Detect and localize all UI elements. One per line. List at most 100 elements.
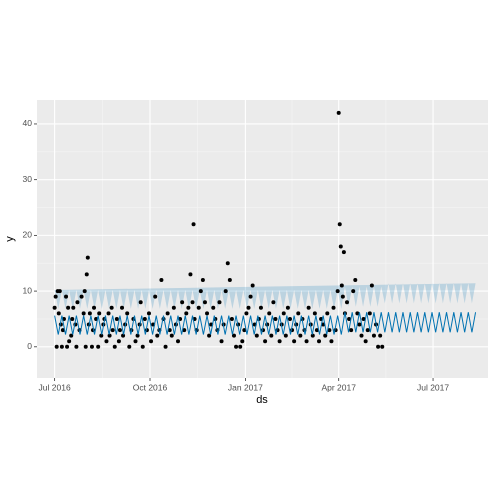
data-point bbox=[54, 344, 59, 349]
data-point bbox=[190, 300, 195, 305]
data-point bbox=[277, 339, 282, 344]
data-point bbox=[196, 305, 201, 310]
data-point bbox=[69, 333, 74, 338]
data-point bbox=[99, 333, 104, 338]
data-point bbox=[344, 300, 349, 305]
data-point bbox=[87, 311, 92, 316]
data-point bbox=[53, 294, 58, 299]
data-point bbox=[97, 311, 102, 316]
forecast-line bbox=[54, 312, 477, 335]
data-point bbox=[335, 289, 340, 294]
data-point bbox=[127, 344, 132, 349]
data-point bbox=[271, 300, 276, 305]
data-point bbox=[66, 305, 71, 310]
data-point bbox=[312, 311, 317, 316]
data-point bbox=[96, 344, 101, 349]
data-point bbox=[167, 328, 172, 333]
data-point bbox=[321, 322, 326, 327]
y-axis-title: y bbox=[4, 236, 16, 242]
data-point bbox=[254, 333, 259, 338]
data-point bbox=[56, 311, 61, 316]
data-point bbox=[155, 333, 160, 338]
data-point bbox=[133, 339, 138, 344]
data-point bbox=[269, 333, 274, 338]
data-point bbox=[104, 339, 109, 344]
y-tick-label: 0 bbox=[27, 341, 32, 351]
data-point bbox=[188, 272, 193, 277]
data-point bbox=[112, 344, 117, 349]
data-point bbox=[306, 305, 311, 310]
data-point bbox=[369, 283, 374, 288]
data-point bbox=[357, 322, 362, 327]
data-point bbox=[138, 300, 143, 305]
data-point bbox=[153, 294, 158, 299]
data-point bbox=[361, 316, 366, 321]
x-tick-label: Jan 2017 bbox=[228, 382, 263, 392]
data-point bbox=[65, 344, 70, 349]
plot-panel bbox=[37, 100, 488, 378]
data-point bbox=[258, 305, 263, 310]
data-point bbox=[146, 311, 151, 316]
data-point bbox=[198, 289, 203, 294]
data-point bbox=[234, 344, 239, 349]
data-point bbox=[331, 305, 336, 310]
data-point bbox=[59, 344, 64, 349]
data-point bbox=[285, 305, 290, 310]
data-point bbox=[238, 344, 243, 349]
data-point bbox=[57, 289, 62, 294]
data-point bbox=[347, 316, 352, 321]
data-point bbox=[283, 333, 288, 338]
data-point bbox=[74, 344, 79, 349]
data-point bbox=[355, 311, 360, 316]
data-point bbox=[125, 311, 130, 316]
data-point bbox=[351, 289, 356, 294]
data-point bbox=[376, 344, 381, 349]
data-point bbox=[296, 311, 301, 316]
data-point bbox=[248, 294, 253, 299]
data-point bbox=[339, 283, 344, 288]
data-point bbox=[89, 344, 94, 349]
data-point bbox=[298, 333, 303, 338]
x-axis-title: ds bbox=[256, 394, 268, 406]
data-point bbox=[244, 311, 249, 316]
data-point bbox=[211, 305, 216, 310]
data-point bbox=[182, 328, 187, 333]
data-point bbox=[325, 311, 330, 316]
x-tick-label: Jul 2016 bbox=[39, 382, 71, 392]
data-point bbox=[267, 311, 272, 316]
data-point bbox=[79, 294, 84, 299]
data-point bbox=[163, 344, 168, 349]
data-point bbox=[207, 333, 212, 338]
data-point bbox=[317, 339, 322, 344]
data-point bbox=[142, 316, 147, 321]
data-point bbox=[110, 328, 115, 333]
data-point bbox=[359, 333, 364, 338]
data-point bbox=[171, 305, 176, 310]
data-point bbox=[106, 311, 111, 316]
y-tick-label: 10 bbox=[23, 285, 33, 295]
data-point bbox=[84, 272, 89, 277]
data-point bbox=[287, 316, 292, 321]
data-point bbox=[378, 333, 383, 338]
uncertainty-band bbox=[54, 283, 476, 309]
data-point bbox=[67, 339, 72, 344]
y-tick-label: 40 bbox=[23, 118, 33, 128]
x-tick-label: Jul 2017 bbox=[417, 382, 449, 392]
data-point bbox=[292, 339, 297, 344]
data-point bbox=[217, 300, 222, 305]
data-point bbox=[329, 339, 334, 344]
data-point bbox=[149, 339, 154, 344]
data-point bbox=[229, 316, 234, 321]
data-point bbox=[281, 311, 286, 316]
data-point bbox=[200, 277, 205, 282]
data-point bbox=[60, 328, 65, 333]
data-point bbox=[304, 339, 309, 344]
data-point bbox=[227, 277, 232, 282]
data-point bbox=[116, 339, 121, 344]
data-point bbox=[191, 222, 196, 227]
data-point bbox=[117, 328, 122, 333]
data-point bbox=[71, 305, 76, 310]
x-tick-label: Oct 2016 bbox=[133, 382, 168, 392]
data-point bbox=[70, 316, 75, 321]
